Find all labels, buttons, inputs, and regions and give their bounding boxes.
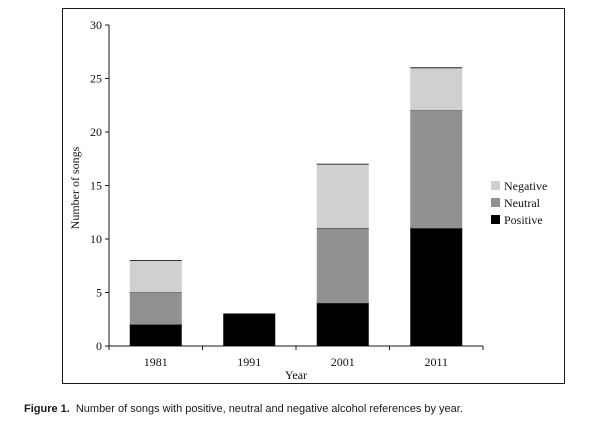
legend: Negative Neutral Positive bbox=[491, 179, 547, 227]
y-tick-label: 25 bbox=[90, 72, 102, 86]
bars bbox=[129, 67, 463, 346]
y-tick-label: 30 bbox=[90, 18, 102, 32]
y-axis-title: Number of songs bbox=[68, 146, 82, 229]
bar-segment-positive bbox=[129, 324, 182, 346]
caption-text: Number of songs with positive, neutral a… bbox=[75, 403, 463, 415]
bar-segment-negative bbox=[129, 260, 182, 293]
stacked-bar-chart: 0 5 10 15 20 25 30 1981 1991 2001 2011 Year Number… bbox=[68, 18, 547, 382]
legend-swatch-neutral bbox=[491, 198, 500, 207]
x-axis-title: Year bbox=[285, 368, 307, 382]
bar-segment-neutral bbox=[316, 228, 369, 304]
legend-label-neutral: Neutral bbox=[504, 196, 541, 210]
bar-segment-positive bbox=[223, 313, 276, 346]
bar-segment-negative bbox=[410, 67, 463, 111]
y-tick-label: 0 bbox=[96, 339, 102, 353]
legend-swatch-positive bbox=[491, 215, 500, 224]
bar-segment-positive bbox=[316, 303, 369, 346]
bar-segment-negative bbox=[316, 164, 369, 229]
legend-label-negative: Negative bbox=[504, 179, 547, 193]
x-tick-label: 1991 bbox=[237, 355, 261, 369]
legend-label-positive: Positive bbox=[504, 213, 543, 227]
y-tick-label: 15 bbox=[90, 179, 102, 193]
x-tick-label: 2001 bbox=[331, 355, 355, 369]
y-tick-label: 10 bbox=[90, 232, 102, 246]
y-tick-label: 20 bbox=[90, 125, 102, 139]
x-tick-label: 2011 bbox=[424, 355, 448, 369]
figure-caption: Figure 1. Number of songs with positive, … bbox=[24, 403, 463, 415]
legend-swatch-negative bbox=[491, 181, 500, 190]
bar-segment-neutral bbox=[410, 110, 463, 229]
bar-segment-positive bbox=[410, 228, 463, 346]
chart-frame: 0 5 10 15 20 25 30 1981 1991 2001 2011 Year Number… bbox=[62, 8, 565, 384]
x-tick-label: 1981 bbox=[144, 355, 168, 369]
y-tick-label: 5 bbox=[96, 286, 102, 300]
bar-segment-neutral bbox=[129, 292, 182, 325]
tick-labels: 0 5 10 15 20 25 30 1981 1991 2001 2011 bbox=[90, 18, 448, 369]
caption-label: Figure 1. bbox=[24, 403, 70, 415]
